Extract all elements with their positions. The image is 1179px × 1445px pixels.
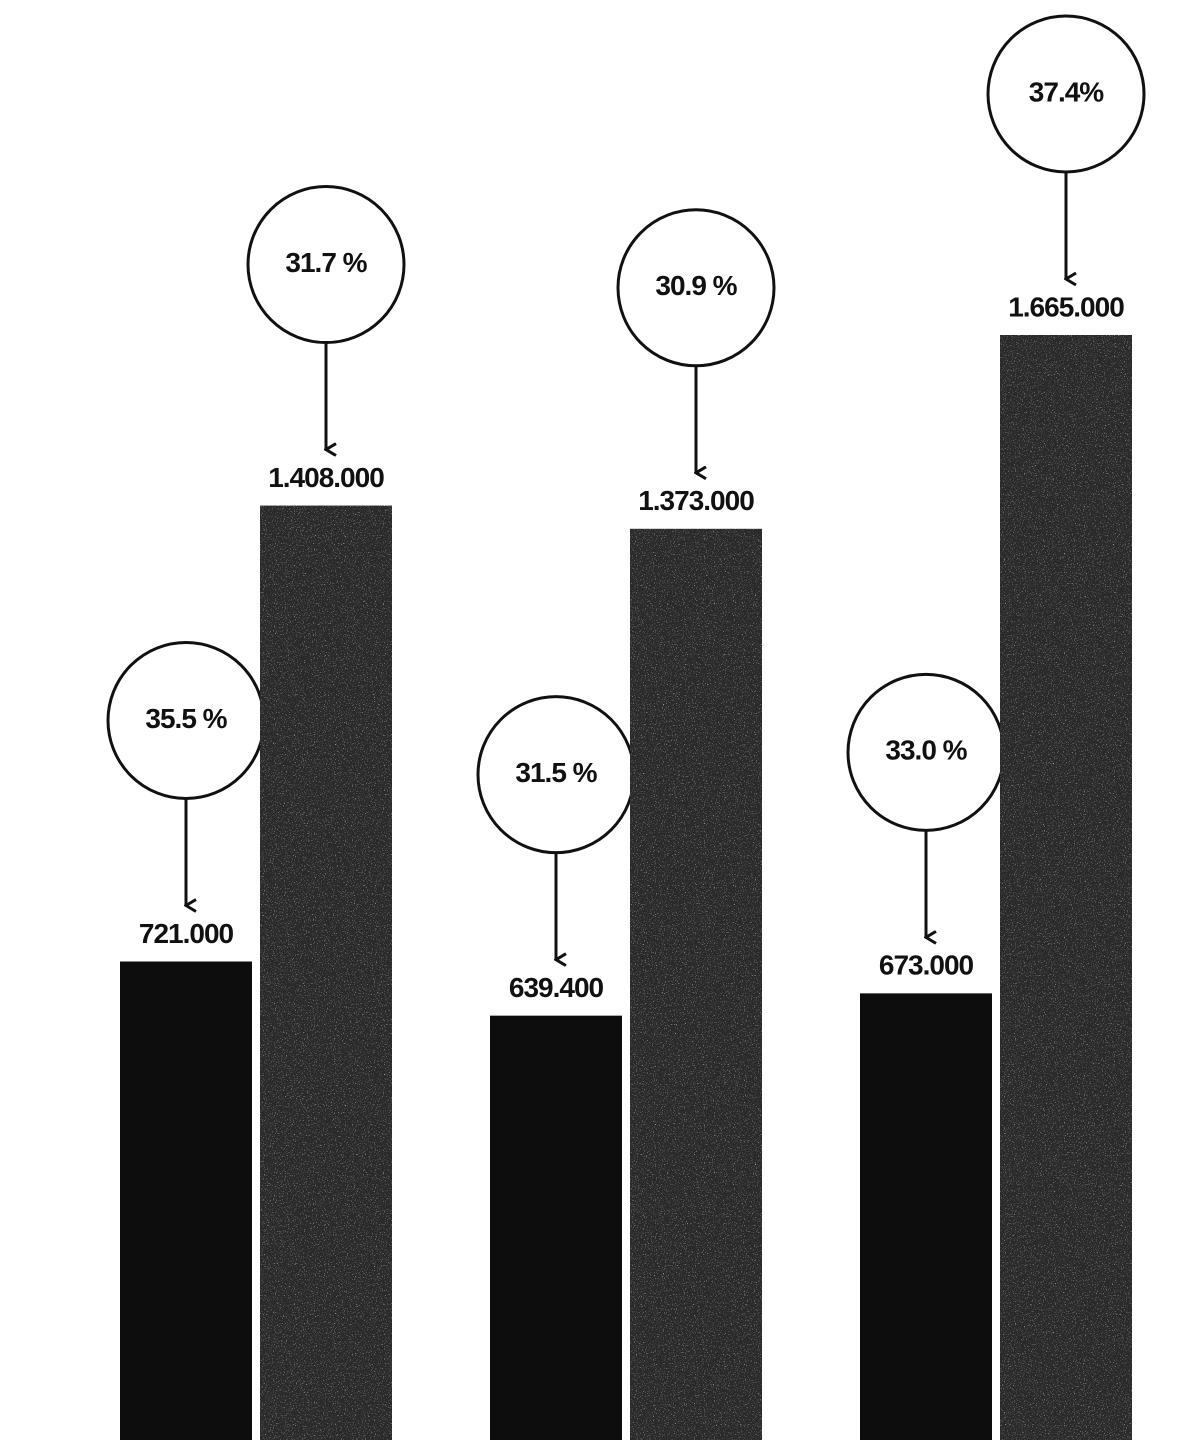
value-label: 639.400 [509,972,604,1003]
bar [260,506,392,1440]
percent-label: 35.5 % [145,703,227,734]
value-label: 1.408.000 [268,462,384,493]
bar [860,993,992,1440]
percent-label: 33.0 % [885,735,967,766]
percent-label: 31.7 % [285,247,367,278]
bar [1000,335,1132,1440]
percent-label: 30.9 % [655,270,737,301]
chart: 721.000 35.5 % 1.408.000 31.7 % 639.400 31.5 … [0,0,1179,1445]
bar [120,961,252,1440]
percent-label: 37.4% [1029,76,1104,107]
percent-label: 31.5 % [515,757,597,788]
bar [630,529,762,1440]
value-label: 1.373.000 [638,485,754,516]
value-label: 1.665.000 [1008,291,1124,322]
bar [490,1016,622,1440]
value-label: 673.000 [879,950,974,981]
value-label: 721.000 [139,918,234,949]
